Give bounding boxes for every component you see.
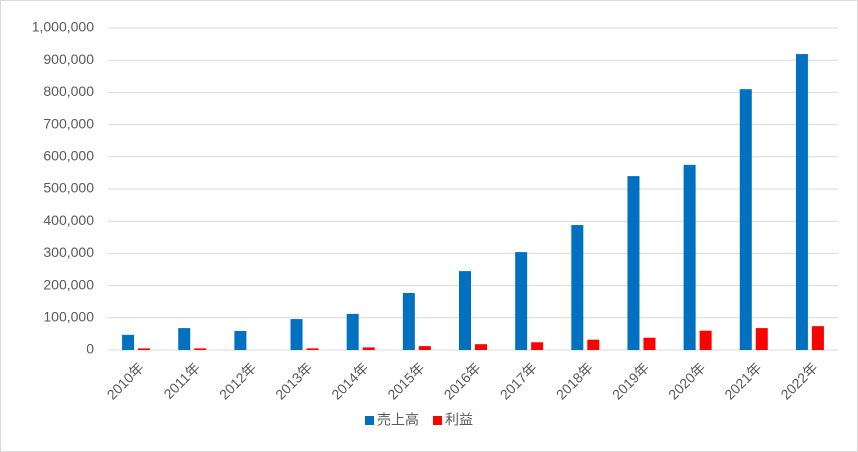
- y-tick-label: 600,000: [43, 148, 94, 164]
- bar: [627, 176, 640, 350]
- bar: [290, 319, 303, 350]
- bar: [459, 271, 471, 350]
- y-tick-label: 300,000: [43, 244, 94, 260]
- bar: [515, 252, 528, 350]
- legend-label: 利益: [445, 412, 473, 428]
- bar: [418, 346, 431, 350]
- bar: [475, 344, 487, 350]
- y-tick-label: 800,000: [43, 83, 94, 99]
- y-tick-label: 900,000: [43, 51, 94, 67]
- bar: [755, 328, 768, 350]
- bar: [587, 339, 600, 350]
- bar: [178, 328, 191, 350]
- legend-swatch: [433, 416, 442, 425]
- bar: [234, 331, 247, 350]
- bar: [531, 342, 544, 350]
- y-tick-label: 500,000: [43, 180, 94, 196]
- bar: [138, 348, 151, 350]
- bar: [699, 330, 712, 350]
- bar: [306, 348, 319, 350]
- bar: [362, 347, 375, 350]
- legend-swatch: [365, 416, 374, 425]
- bar: [643, 337, 656, 350]
- bar: [739, 89, 752, 351]
- bar: [811, 326, 824, 350]
- bar: [122, 334, 135, 350]
- bar: [571, 225, 584, 350]
- y-tick-label: 0: [86, 341, 94, 357]
- y-tick-label: 400,000: [43, 212, 94, 228]
- y-tick-label: 100,000: [43, 309, 94, 325]
- bar: [346, 313, 359, 350]
- y-tick-label: 700,000: [43, 115, 94, 131]
- bar: [402, 293, 415, 350]
- y-tick-label: 1,000,000: [32, 19, 94, 35]
- bar: [194, 348, 207, 350]
- legend-label: 売上高: [377, 412, 419, 428]
- bar: [795, 54, 808, 350]
- bar: [683, 164, 696, 350]
- y-tick-label: 200,000: [43, 276, 94, 292]
